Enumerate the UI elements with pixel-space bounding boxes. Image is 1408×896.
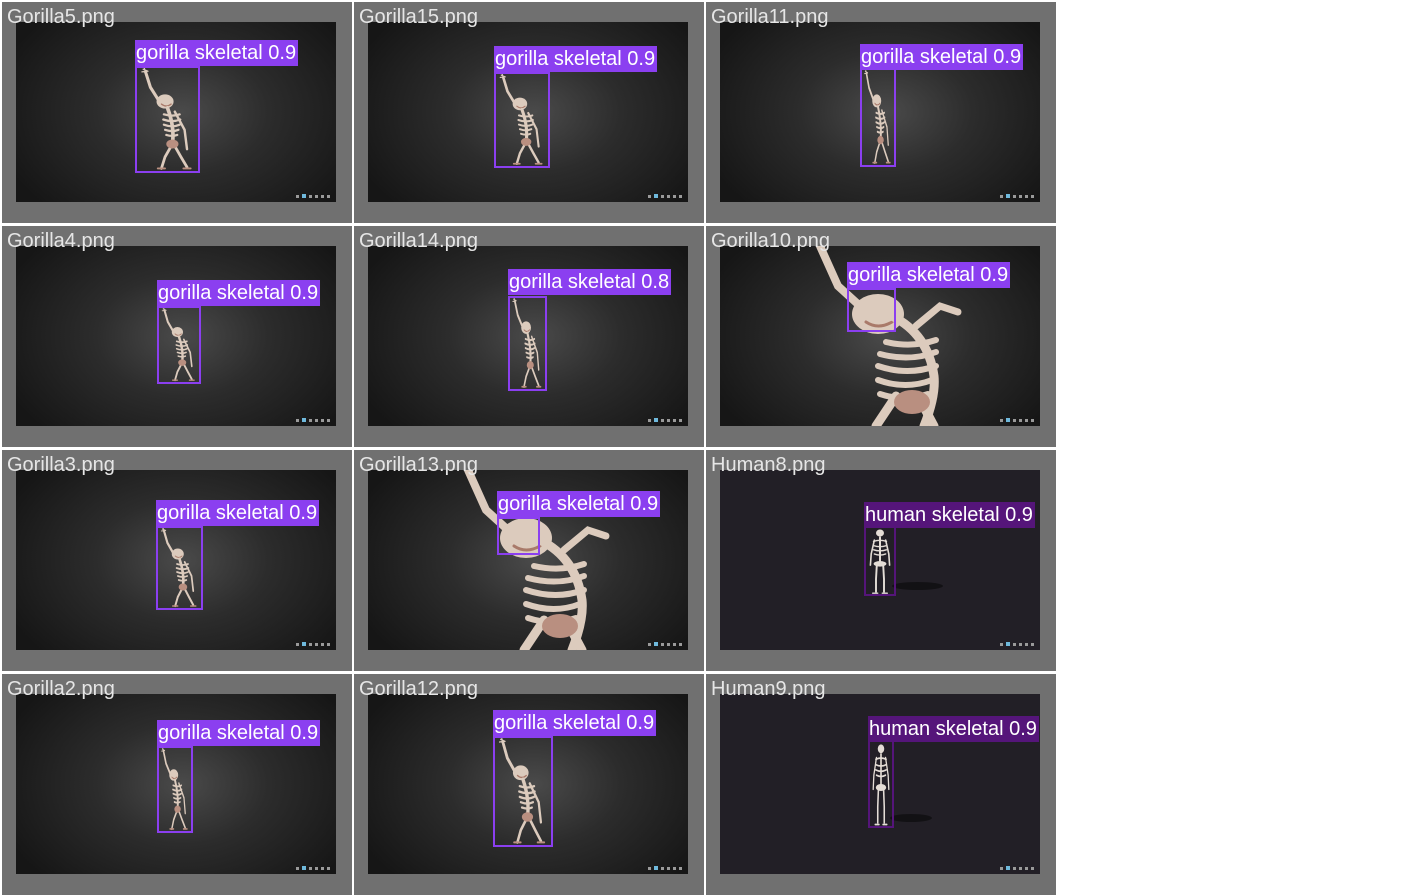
detection-bounding-box bbox=[497, 517, 540, 555]
detection-label: gorilla skeletal 0.9 bbox=[156, 500, 320, 526]
detection-label: gorilla skeletal 0.9 bbox=[497, 491, 661, 517]
human-skeleton-figure bbox=[868, 740, 932, 828]
viewer-image bbox=[16, 246, 336, 426]
detection-bounding-box bbox=[868, 740, 894, 828]
viewer-toolbar bbox=[648, 641, 682, 647]
gorilla-skeleton-figure bbox=[159, 747, 191, 831]
detection-label: gorilla skeletal 0.8 bbox=[508, 269, 672, 295]
viewer-toolbar bbox=[1000, 417, 1034, 423]
gorilla-skeleton-figure bbox=[158, 527, 201, 608]
viewer-toolbar bbox=[1000, 641, 1034, 647]
detection-label: gorilla skeletal 0.9 bbox=[847, 262, 1011, 288]
image-filename: Gorilla14.png bbox=[359, 230, 478, 252]
gorilla-skeleton-figure bbox=[368, 470, 688, 650]
image-filename: Gorilla15.png bbox=[359, 6, 478, 28]
detection-label: human skeletal 0.9 bbox=[868, 716, 1039, 742]
result-cell: Gorilla2.png gorilla skeletal 0.9 bbox=[2, 674, 352, 895]
image-filename: Gorilla3.png bbox=[7, 454, 115, 476]
detection-label: gorilla skeletal 0.9 bbox=[493, 710, 657, 736]
gorilla-skeleton-figure bbox=[862, 69, 894, 165]
detection-label: gorilla skeletal 0.9 bbox=[860, 44, 1024, 70]
result-cell: Gorilla5.png gorilla skeletal 0.9 bbox=[2, 2, 352, 223]
result-cell: Gorilla15.png gorilla skeletal 0.9 bbox=[354, 2, 704, 223]
viewer-toolbar bbox=[648, 865, 682, 871]
gorilla-skeleton-figure bbox=[137, 67, 198, 171]
viewer-toolbar bbox=[1000, 865, 1034, 871]
viewer-toolbar bbox=[296, 417, 330, 423]
detection-bounding-box bbox=[157, 306, 201, 384]
image-filename: Human8.png bbox=[711, 454, 826, 476]
image-filename: Gorilla2.png bbox=[7, 678, 115, 700]
result-cell: Gorilla12.png gorilla skeletal 0.9 bbox=[354, 674, 704, 895]
image-filename: Gorilla13.png bbox=[359, 454, 478, 476]
viewer-image bbox=[720, 470, 1040, 650]
gorilla-skeleton-figure bbox=[159, 307, 199, 382]
gorilla-skeleton-figure bbox=[496, 73, 548, 166]
image-filename: Gorilla10.png bbox=[711, 230, 830, 252]
detection-bounding-box bbox=[493, 736, 553, 847]
detection-label: gorilla skeletal 0.9 bbox=[135, 40, 299, 66]
detection-bounding-box bbox=[864, 526, 896, 596]
gorilla-skeleton-figure bbox=[720, 246, 1040, 426]
result-cell: Human8.png human skeletal 0.9 bbox=[706, 450, 1056, 671]
viewer-toolbar bbox=[1000, 193, 1034, 199]
viewer-toolbar bbox=[648, 417, 682, 423]
detection-label: human skeletal 0.9 bbox=[864, 502, 1035, 528]
result-cell: Human9.png human skeletal 0.9 bbox=[706, 674, 1056, 895]
image-filename: Gorilla4.png bbox=[7, 230, 115, 252]
result-cell: Gorilla3.png gorilla skeletal 0.9 bbox=[2, 450, 352, 671]
detection-results-grid: Gorilla5.png gorilla skeletal 0.9 Gorill… bbox=[2, 2, 1056, 895]
detection-bounding-box bbox=[860, 68, 896, 167]
gorilla-skeleton-figure bbox=[510, 297, 545, 389]
result-cell: Gorilla10.png gorilla skeletal 0.9 bbox=[706, 226, 1056, 447]
detection-bounding-box bbox=[847, 288, 896, 332]
viewer-toolbar bbox=[648, 193, 682, 199]
detection-bounding-box bbox=[508, 296, 547, 391]
viewer-toolbar bbox=[296, 641, 330, 647]
detection-label: gorilla skeletal 0.9 bbox=[157, 720, 321, 746]
image-filename: Gorilla5.png bbox=[7, 6, 115, 28]
result-cell: Gorilla13.png gorilla skeletal 0.9 bbox=[354, 450, 704, 671]
image-filename: Human9.png bbox=[711, 678, 826, 700]
detection-label: gorilla skeletal 0.9 bbox=[157, 280, 321, 306]
human-skeleton-figure bbox=[864, 526, 944, 596]
detection-bounding-box bbox=[494, 72, 550, 168]
image-filename: Gorilla12.png bbox=[359, 678, 478, 700]
viewer-toolbar bbox=[296, 193, 330, 199]
result-cell: Gorilla14.png gorilla skeletal 0.8 bbox=[354, 226, 704, 447]
image-filename: Gorilla11.png bbox=[711, 6, 829, 28]
gorilla-skeleton-figure bbox=[495, 737, 551, 845]
detection-bounding-box bbox=[135, 66, 200, 173]
result-cell: Gorilla4.png gorilla skeletal 0.9 bbox=[2, 226, 352, 447]
detection-label: gorilla skeletal 0.9 bbox=[494, 46, 658, 72]
result-cell: Gorilla11.png gorilla skeletal 0.9 bbox=[706, 2, 1056, 223]
detection-bounding-box bbox=[157, 746, 193, 833]
detection-bounding-box bbox=[156, 526, 203, 610]
viewer-toolbar bbox=[296, 865, 330, 871]
